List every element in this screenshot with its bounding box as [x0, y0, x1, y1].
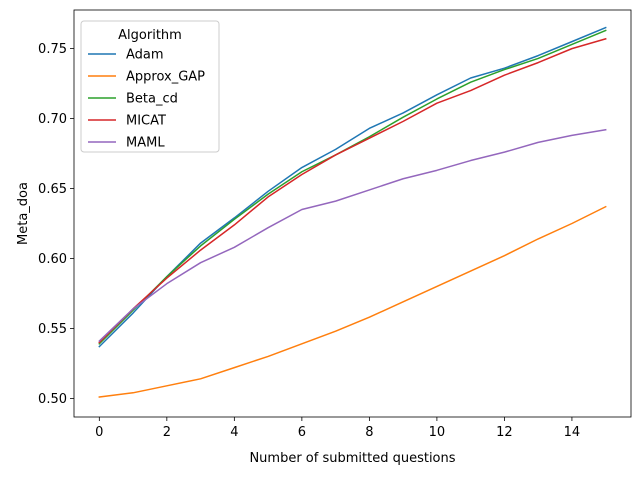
x-tick-label: 4	[230, 425, 238, 440]
series-line-approx-gap	[98, 205, 607, 398]
series-line-adam	[98, 26, 607, 348]
legend-label-approx-gap: Approx_GAP	[126, 70, 205, 85]
plot-frame	[73, 9, 632, 418]
x-axis-ticks: 0 2 4 6 8 10 12 14	[95, 417, 580, 440]
legend-label-beta-cd: Beta_cd	[126, 92, 178, 107]
y-tick-label: 0.70	[38, 112, 67, 127]
y-tick-label: 0.60	[38, 252, 67, 267]
series-line-micat	[98, 37, 607, 344]
series-line-maml	[98, 128, 607, 343]
legend: Algorithm Adam Approx_GAP Beta_cd MICAT MAML	[80, 20, 220, 153]
legend-title: Algorithm	[118, 28, 182, 43]
y-axis-ticks: 0.50 0.55 0.60 0.65 0.70 0.75	[38, 42, 74, 407]
y-axis-label: Meta_doa	[16, 182, 31, 245]
x-tick-label: 14	[564, 425, 581, 440]
legend-items: Adam Approx_GAP Beta_cd MICAT MAML	[88, 48, 205, 151]
x-tick-label: 2	[163, 425, 171, 440]
y-tick-label: 0.65	[38, 182, 67, 197]
legend-label-micat: MICAT	[126, 114, 166, 129]
y-tick-label: 0.50	[38, 392, 67, 407]
legend-label-adam: Adam	[126, 48, 164, 63]
x-tick-label: 6	[298, 425, 306, 440]
y-tick-label: 0.75	[38, 42, 67, 57]
series-lines	[98, 26, 607, 398]
x-tick-label: 10	[429, 425, 446, 440]
legend-label-maml: MAML	[126, 136, 165, 151]
x-axis-label: Number of submitted questions	[249, 451, 455, 466]
x-tick-label: 0	[95, 425, 103, 440]
x-tick-label: 12	[496, 425, 513, 440]
y-tick-label: 0.55	[38, 322, 67, 337]
x-tick-label: 8	[365, 425, 373, 440]
